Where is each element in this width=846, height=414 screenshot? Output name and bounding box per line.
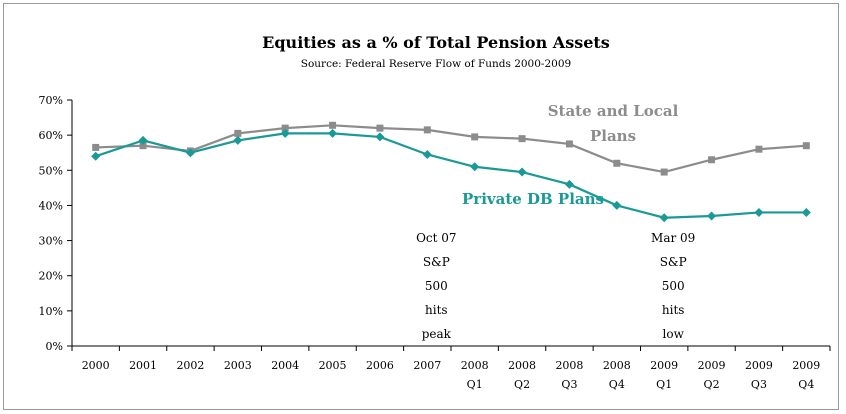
chart-subtitle: Source: Federal Reserve Flow of Funds 20… [301,58,571,70]
data-point [708,156,716,164]
data-point [612,200,622,210]
y-tick-label: 0% [46,340,63,353]
x-tick-label: 2000 [82,359,110,372]
y-tick-label: 60% [39,129,63,142]
data-point [802,142,810,150]
data-point [281,124,289,132]
series-label-state-and-local: Plans [590,127,636,145]
annotation-text: 500 [662,279,685,293]
data-point [139,142,147,150]
y-tick-label: 10% [39,305,63,318]
x-tick-label: 2008 [461,359,489,372]
series-line [95,124,807,174]
annotation-text: Mar 09 [651,231,695,245]
x-tick-label: 2009 [650,359,678,372]
line-chart: Equities as a % of Total Pension Assets … [39,33,831,391]
data-point [185,148,195,158]
x-tick-label: 2009 [745,359,773,372]
x-tick-label: Q4 [609,378,625,391]
annotations: Oct 07 S&P 500 hits peak Mar 09 S&P 500 hits low [416,231,695,341]
data-point [329,121,337,129]
x-tick-label: 2001 [129,359,157,372]
x-tick-label: 2002 [176,359,204,372]
x-tick-label: 2007 [413,359,441,372]
data-point [754,207,764,217]
x-tick-label: 2003 [224,359,252,372]
x-tick-label: 2006 [366,359,394,372]
data-point [659,213,669,223]
x-tick-label: 2009 [792,359,820,372]
x-tick-label: 2008 [555,359,583,372]
y-tick-label: 50% [39,164,63,177]
y-tick-label: 70% [39,94,63,107]
series-label-state-and-local: State and Local [548,102,679,120]
x-tick-label: 2008 [603,359,631,372]
annotation-text: S&P [660,255,687,269]
x-tick-label: 2004 [271,359,299,372]
x-tick-label: 2009 [698,359,726,372]
x-tick-label: Q3 [561,378,577,391]
data-point [565,140,573,148]
x-tick-label: 2005 [319,359,347,372]
data-point [707,211,717,221]
data-point [517,167,527,177]
x-tick-label: Q2 [514,378,530,391]
data-point [375,132,385,142]
data-point [422,149,432,159]
annotation-text: low [663,327,685,341]
annotation-text: S&P [423,255,450,269]
chart-title: Equities as a % of Total Pension Assets [262,33,610,52]
x-tick-label: Q4 [798,378,814,391]
data-point [234,129,242,137]
data-point [376,124,384,132]
data-point [328,128,338,138]
series-label-private-db: Private DB Plans [462,190,604,208]
data-point [755,145,763,153]
x-tick-label: Q2 [704,378,720,391]
data-point [801,207,811,217]
x-tick-label: 2008 [508,359,536,372]
annotation-text: hits [425,303,448,317]
y-tick-label: 40% [39,199,63,212]
data-point [470,162,480,172]
data-point [660,168,668,176]
axes: 0% 10% 20% 30% 40% 50% 60% 70% 2000 2001 2002 2003 2… [39,94,831,391]
series-labels: State and Local Plans Private DB Plans [462,102,679,208]
data-point [564,179,574,189]
data-point [92,143,100,151]
annotation-text: Oct 07 [416,231,456,245]
chart-frame: Equities as a % of Total Pension Assets … [3,3,839,410]
data-point [280,128,290,138]
annotation-text: hits [662,303,685,317]
annotation-text: peak [422,327,452,341]
data-point [518,135,526,143]
data-point [138,135,148,145]
data-point [423,126,431,134]
series-group [91,121,811,223]
x-tick-label: Q3 [751,378,767,391]
data-point [233,135,243,145]
series-line [95,132,807,219]
y-tick-label: 20% [39,270,63,283]
x-tick-label: Q1 [467,378,483,391]
data-point [613,159,621,167]
data-point [471,133,479,141]
x-tick-label: Q1 [656,378,672,391]
data-point [91,151,101,161]
annotation-text: 500 [425,279,448,293]
y-tick-label: 30% [39,235,63,248]
